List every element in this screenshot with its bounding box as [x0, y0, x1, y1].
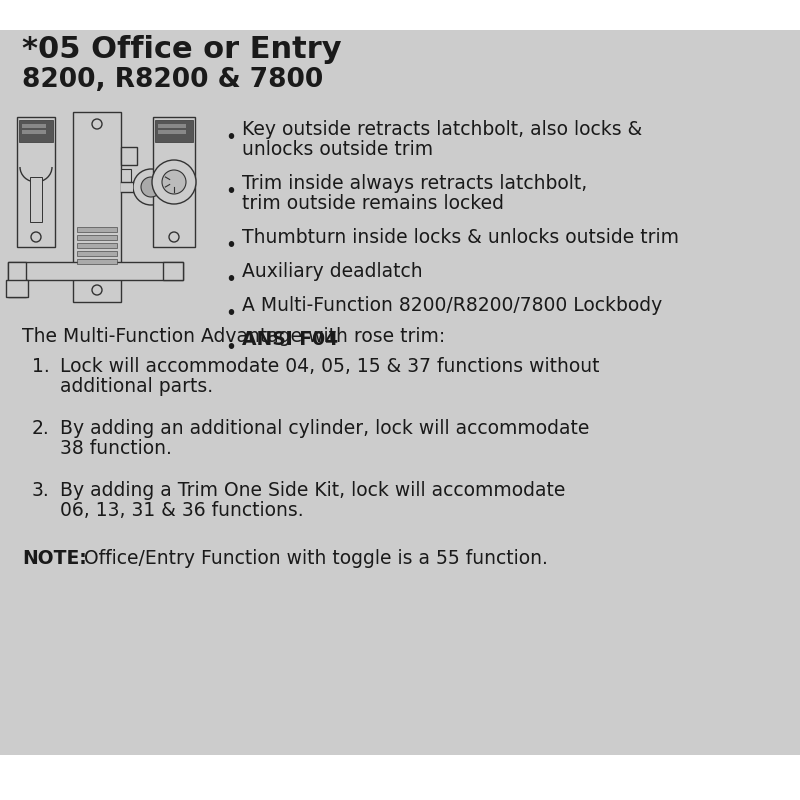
Text: •: •	[225, 128, 236, 147]
Bar	[8, 262, 26, 297]
Bar	[6, 280, 28, 297]
Bar	[22, 130, 46, 134]
Text: additional parts.: additional parts.	[60, 377, 213, 396]
Bar	[22, 124, 46, 128]
Text: Office/Entry Function with toggle is a 55 function.: Office/Entry Function with toggle is a 5…	[78, 549, 548, 568]
Text: By adding an additional cylinder, lock will accommodate: By adding an additional cylinder, lock w…	[60, 419, 590, 438]
Bar	[73, 112, 121, 302]
Bar	[121, 169, 131, 183]
Text: •: •	[225, 182, 236, 201]
Bar	[8, 262, 183, 280]
Text: *05 Office or Entry: *05 Office or Entry	[22, 35, 342, 64]
Text: NOTE:: NOTE:	[22, 549, 86, 568]
Bar	[17, 117, 55, 247]
Circle shape	[169, 232, 179, 242]
Text: The Multi-Function Advantage with rose trim:: The Multi-Function Advantage with rose t…	[22, 327, 446, 346]
Text: unlocks outside trim: unlocks outside trim	[242, 140, 433, 159]
Bar	[0, 0, 800, 30]
Text: By adding a Trim One Side Kit, lock will accommodate: By adding a Trim One Side Kit, lock will…	[60, 481, 566, 500]
Bar	[163, 262, 183, 280]
Circle shape	[152, 160, 196, 204]
Text: Thumbturn inside locks & unlocks outside trim: Thumbturn inside locks & unlocks outside…	[242, 228, 679, 247]
Bar	[121, 182, 133, 192]
Text: Lock will accommodate 04, 05, 15 & 37 functions without: Lock will accommodate 04, 05, 15 & 37 fu…	[60, 357, 599, 376]
Text: Trim inside always retracts latchbolt,: Trim inside always retracts latchbolt,	[242, 174, 587, 193]
Bar	[158, 124, 186, 128]
Bar	[158, 130, 186, 134]
Text: 38 function.: 38 function.	[60, 439, 172, 458]
Text: •: •	[225, 236, 236, 255]
Text: ANSI F04: ANSI F04	[242, 330, 338, 349]
Bar	[121, 147, 137, 165]
Circle shape	[92, 119, 102, 129]
Text: 2.: 2.	[32, 419, 50, 438]
Circle shape	[31, 232, 41, 242]
Text: 06, 13, 31 & 36 functions.: 06, 13, 31 & 36 functions.	[60, 501, 304, 520]
Bar	[0, 755, 800, 800]
Bar	[155, 120, 193, 142]
Text: •: •	[225, 304, 236, 323]
Bar	[19, 120, 53, 142]
Circle shape	[92, 285, 102, 295]
Text: A Multi-Function 8200/R8200/7800 Lockbody: A Multi-Function 8200/R8200/7800 Lockbod…	[242, 296, 662, 315]
Text: 8200, R8200 & 7800: 8200, R8200 & 7800	[22, 67, 323, 93]
Bar	[77, 251, 117, 256]
Bar	[77, 227, 117, 232]
Circle shape	[162, 170, 186, 194]
Text: Key outside retracts latchbolt, also locks &: Key outside retracts latchbolt, also loc…	[242, 120, 642, 139]
Bar	[77, 259, 117, 264]
Text: •: •	[225, 338, 236, 357]
Text: trim outside remains locked: trim outside remains locked	[242, 194, 504, 213]
Bar	[77, 235, 117, 240]
Bar	[77, 243, 117, 248]
Circle shape	[133, 169, 169, 205]
Circle shape	[141, 177, 161, 197]
Bar	[153, 117, 195, 247]
Text: 3.: 3.	[32, 481, 50, 500]
Text: 1.: 1.	[32, 357, 50, 376]
Bar	[30, 177, 42, 222]
Text: Auxiliary deadlatch: Auxiliary deadlatch	[242, 262, 422, 281]
Text: •: •	[225, 270, 236, 289]
